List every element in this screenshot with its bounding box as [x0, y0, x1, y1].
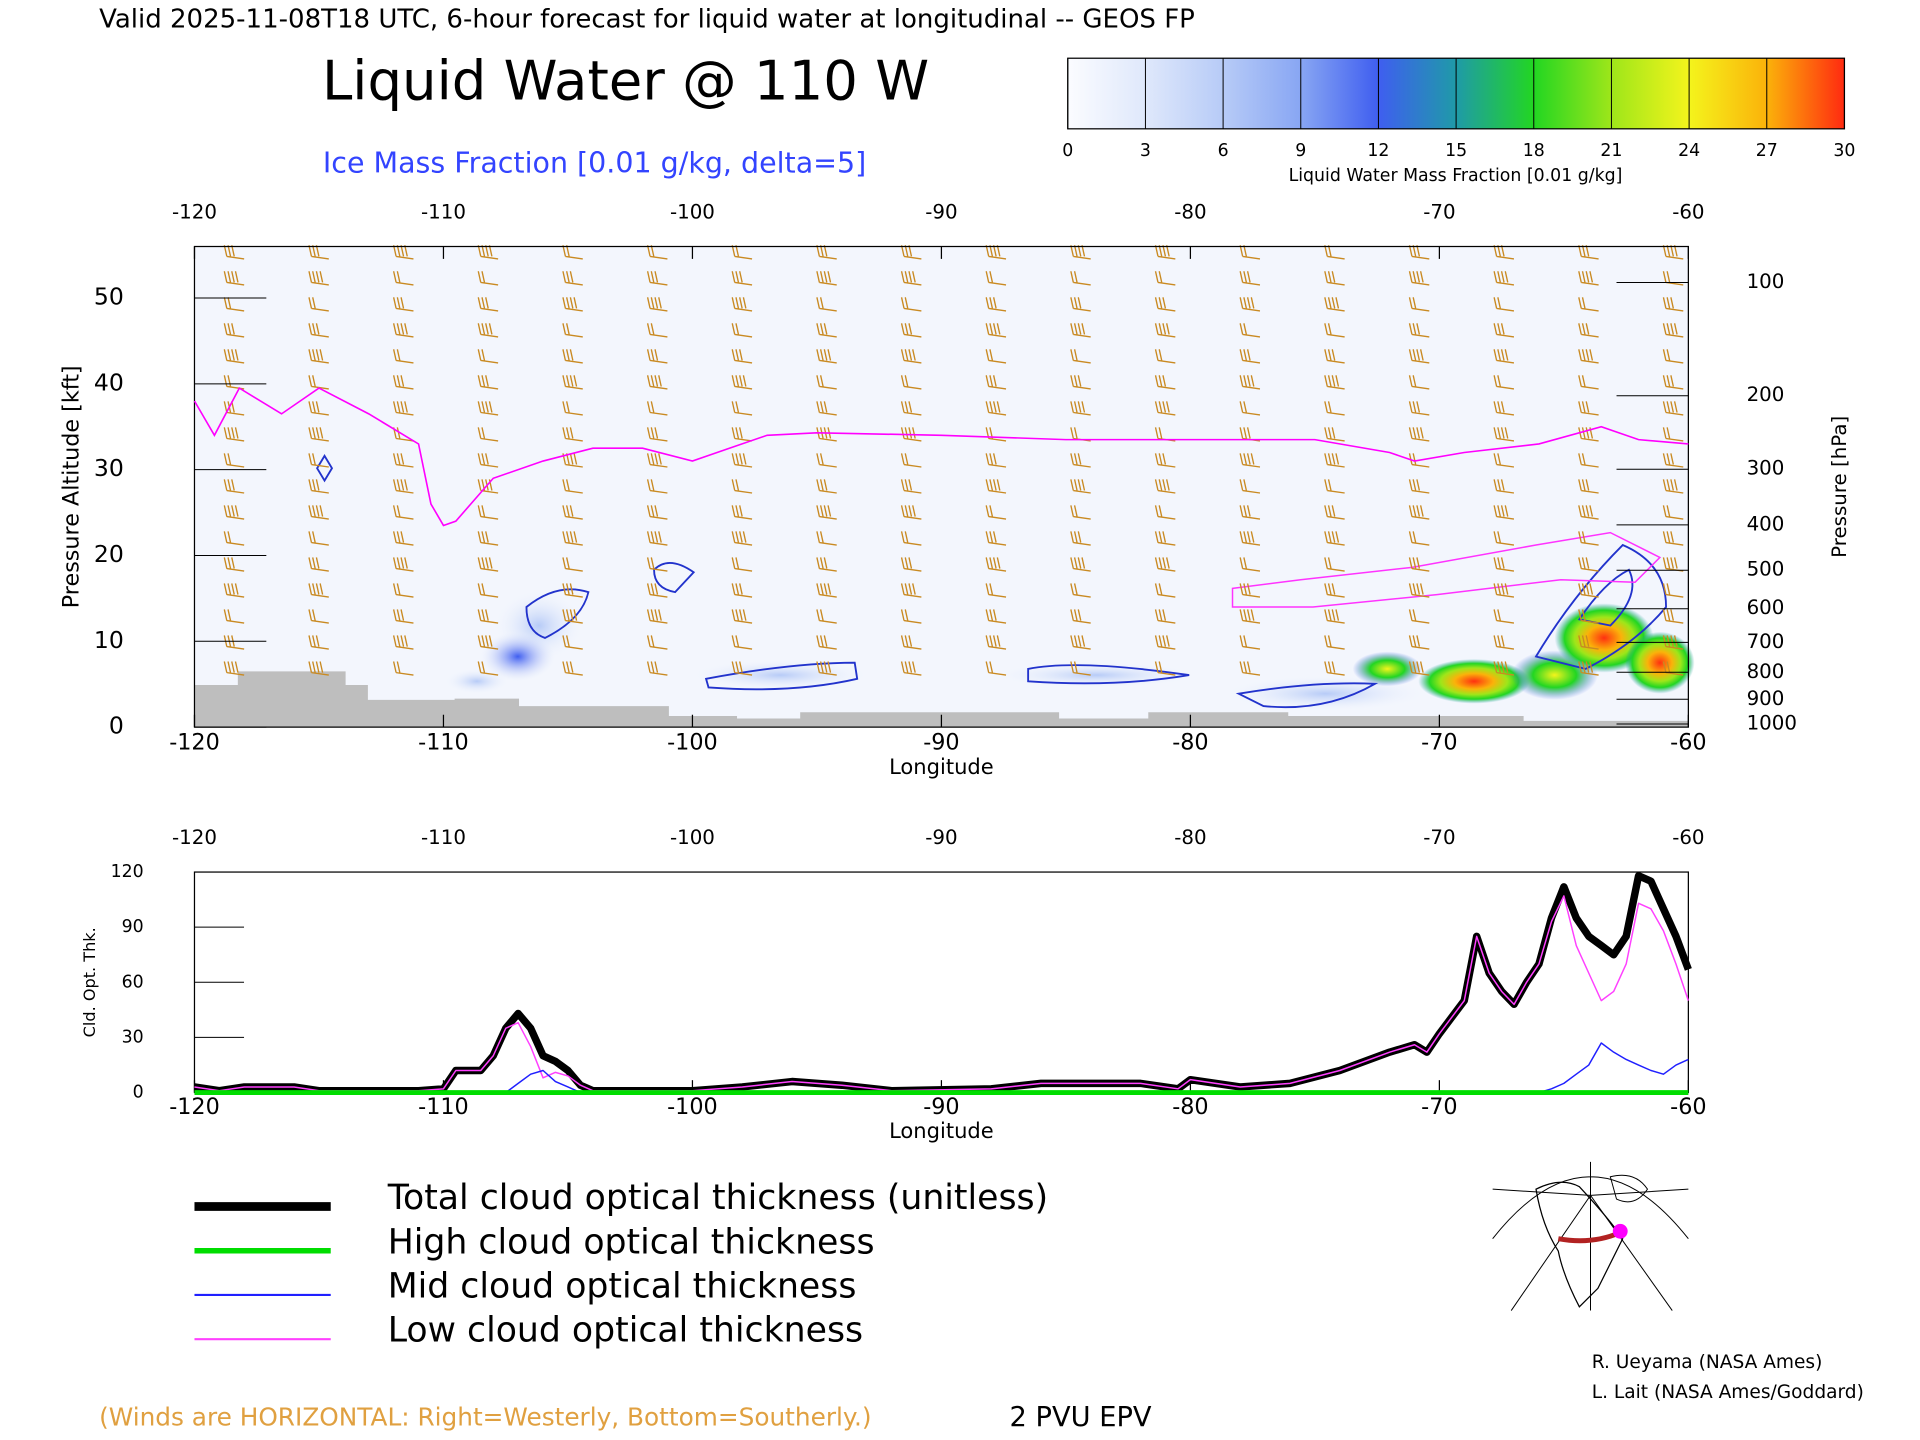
x-tick-label-top: -70 — [1423, 201, 1455, 224]
x-tick-label: -110 — [418, 1094, 469, 1120]
x-tick-label-top: -100 — [670, 201, 715, 224]
wind-barb — [223, 245, 1684, 676]
y2-tick-label: 800 — [1747, 660, 1785, 683]
colorbar-tick-label: 3 — [1140, 141, 1151, 161]
y2-tick-label: 100 — [1747, 270, 1785, 293]
x-tick-label-top: -110 — [421, 826, 466, 849]
x-tick-label-top: -120 — [172, 201, 217, 224]
y-tick-label: 30 — [94, 454, 124, 482]
x-tick-label: -110 — [418, 730, 469, 756]
colorbar-tick-label: 12 — [1367, 141, 1389, 161]
y-tick-label: 120 — [111, 862, 144, 882]
y-tick-label: 60 — [122, 972, 144, 992]
x-tick-label: -120 — [169, 1094, 220, 1120]
y-tick-label: 0 — [133, 1083, 144, 1103]
x-tick-label-top: -80 — [1174, 201, 1206, 224]
locator-map — [1492, 1161, 1689, 1312]
credit: L. Lait (NASA Ames/Goddard) — [1592, 1382, 1864, 1403]
legend-label: High cloud optical thickness — [388, 1222, 875, 1262]
y2-axis-label: Pressure [hPa] — [1828, 416, 1851, 558]
x-tick-label: -90 — [923, 1094, 959, 1120]
x-tick-label: -60 — [1670, 1094, 1706, 1120]
colorbar-label: Liquid Water Mass Fraction [0.01 g/kg] — [1289, 166, 1623, 186]
colorbar-tick-label: 24 — [1678, 141, 1700, 161]
legend-label: Low cloud optical thickness — [388, 1311, 863, 1351]
y2-tick-label: 400 — [1747, 512, 1785, 535]
y2-tick-label: 600 — [1747, 596, 1785, 619]
subtitle: Ice Mass Fraction [0.01 g/kg, delta=5] — [323, 147, 866, 180]
y2-tick-label: 900 — [1747, 687, 1785, 710]
x-axis-label: Longitude — [889, 1118, 994, 1143]
y-tick-label: 40 — [94, 368, 124, 396]
y2-tick-label: 700 — [1747, 630, 1785, 653]
x-tick-label-top: -90 — [925, 201, 957, 224]
credit: R. Ueyama (NASA Ames) — [1592, 1352, 1823, 1373]
wind-note: (Winds are HORIZONTAL: Right=Westerly, B… — [99, 1402, 871, 1431]
x-tick-label-top: -80 — [1174, 826, 1206, 849]
y-tick-label: 90 — [122, 917, 144, 937]
x-tick-label: -80 — [1172, 1094, 1208, 1120]
y-axis-label: Pressure Altitude [kft] — [58, 365, 84, 608]
y-tick-label: 10 — [94, 626, 124, 654]
x-tick-label-top: -60 — [1672, 826, 1704, 849]
y-tick-label: 50 — [94, 282, 124, 310]
colorbar-tick-label: 18 — [1523, 141, 1545, 161]
x-tick-label: -120 — [169, 730, 220, 756]
y-tick-label: 30 — [122, 1027, 144, 1047]
colorbar-tick-label: 6 — [1218, 141, 1229, 161]
x-tick-label: -100 — [667, 730, 718, 756]
y-axis-label: Cld. Opt. Thk. — [80, 927, 99, 1037]
series-line — [194, 895, 1690, 1092]
x-tick-label-top: -60 — [1672, 201, 1704, 224]
x-tick-label: -70 — [1421, 1094, 1457, 1120]
epv-legend: 2 PVU EPV — [1010, 1402, 1152, 1433]
wind-barbs — [223, 245, 1684, 676]
x-tick-label: -100 — [667, 1094, 718, 1120]
x-tick-label-top: -90 — [925, 826, 957, 849]
y2-tick-label: 1000 — [1747, 712, 1797, 735]
x-tick-label-top: -70 — [1423, 826, 1455, 849]
colorbar-tick-label: 15 — [1445, 141, 1467, 161]
legend-label: Mid cloud optical thickness — [388, 1267, 857, 1307]
x-tick-label: -60 — [1670, 730, 1706, 756]
field-background — [194, 246, 1689, 728]
epv-line — [193, 386, 1689, 527]
x-tick-label-top: -100 — [670, 826, 715, 849]
x-tick-label-top: -120 — [172, 826, 217, 849]
x-tick-label: -90 — [923, 730, 959, 756]
y-tick-label: 20 — [94, 540, 124, 568]
colorbar-tick-label: 9 — [1295, 141, 1306, 161]
y2-tick-label: 500 — [1747, 558, 1785, 581]
y2-tick-label: 200 — [1747, 383, 1785, 406]
chart-title: Liquid Water @ 110 W — [322, 48, 929, 112]
x-tick-label-top: -110 — [421, 201, 466, 224]
colorbar-tick-label: 27 — [1756, 141, 1778, 161]
x-tick-label: -80 — [1172, 730, 1208, 756]
legend-label: Total cloud optical thickness (unitless) — [387, 1178, 1048, 1218]
colorbar-tick-label: 21 — [1600, 141, 1622, 161]
y-tick-label: 0 — [109, 712, 124, 740]
y2-tick-label: 300 — [1747, 457, 1785, 480]
x-axis-label: Longitude — [889, 754, 994, 779]
ice-contours — [316, 454, 1667, 709]
colorbar-tick-label: 0 — [1062, 141, 1073, 161]
colorbar-tick-label: 30 — [1833, 141, 1855, 161]
x-tick-label: -70 — [1421, 730, 1457, 756]
header: Valid 2025-11-08T18 UTC, 6-hour forecast… — [99, 4, 1195, 34]
terrain — [194, 671, 1689, 728]
